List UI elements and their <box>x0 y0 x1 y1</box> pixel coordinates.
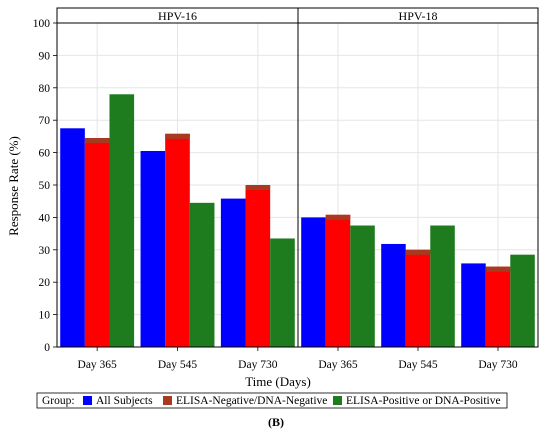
legend-swatch-elisa-positive <box>333 396 342 405</box>
bar <box>350 225 375 347</box>
panel-title-hpv16: HPV-16 <box>158 9 197 23</box>
bar-top-band <box>84 138 110 144</box>
y-tick-label: 0 <box>44 342 50 354</box>
bar <box>84 138 110 347</box>
x-axis-title: Time (Days) <box>245 374 311 389</box>
bar <box>220 198 246 347</box>
legend-swatch-elisa-negative <box>163 396 172 405</box>
bar <box>165 133 190 347</box>
bars <box>60 94 535 347</box>
y-tick-label: 100 <box>33 18 51 30</box>
bar-top-band <box>405 249 431 255</box>
y-tick-label: 30 <box>39 245 51 257</box>
bar <box>381 243 406 347</box>
bar <box>325 214 351 347</box>
legend-box <box>36 392 508 409</box>
y-tick-label: 20 <box>39 277 51 289</box>
bar <box>301 217 326 347</box>
bar <box>270 238 295 347</box>
bar-top-band <box>245 185 271 190</box>
legend-swatch-all-subjects <box>83 396 92 405</box>
legend-label-elisa-positive: ELISA-Positive or DNA-Positive <box>346 395 501 407</box>
y-axis-ticks: 0 10 20 30 40 50 60 70 80 90 100 <box>33 18 57 354</box>
legend-title: Group: <box>42 395 75 407</box>
panel-title-hpv18: HPV-18 <box>399 9 438 23</box>
bar <box>405 249 431 347</box>
bar <box>510 254 535 347</box>
bar <box>245 185 271 347</box>
bar <box>140 150 166 347</box>
x-tick-label: Day 730 <box>238 359 278 371</box>
x-tick-label: Day 365 <box>78 359 118 371</box>
y-tick-label: 50 <box>39 180 51 192</box>
legend-label-elisa-negative: ELISA-Negative/DNA-Negative <box>176 395 327 407</box>
bar-top-band <box>325 214 351 220</box>
x-tick-label: Day 730 <box>478 359 518 371</box>
bar <box>60 128 85 347</box>
legend: Group: All Subjects ELISA-Negative/DNA-N… <box>36 392 508 409</box>
bar-top-band <box>485 266 511 272</box>
x-tick-label: Day 545 <box>158 359 198 371</box>
y-tick-label: 90 <box>39 50 51 62</box>
bar <box>430 225 455 347</box>
y-axis-title: Response Rate (%) <box>6 136 21 236</box>
y-tick-label: 80 <box>39 83 51 95</box>
x-axis-ticks: Day 365 Day 545 Day 730 Day 365 Day 545 Day 7… <box>78 347 518 371</box>
x-tick-label: Day 545 <box>398 359 438 371</box>
y-tick-label: 60 <box>39 148 51 160</box>
bar <box>461 263 486 347</box>
legend-label-all-subjects: All Subjects <box>96 395 153 407</box>
bar <box>189 202 215 347</box>
y-tick-label: 10 <box>39 310 51 322</box>
bar <box>109 94 135 347</box>
y-tick-label: 70 <box>39 115 51 127</box>
figure-label: (B) <box>268 415 284 429</box>
x-tick-label: Day 365 <box>318 359 358 371</box>
bar-top-band <box>165 133 190 139</box>
bar <box>485 266 511 347</box>
y-tick-label: 40 <box>39 212 51 224</box>
